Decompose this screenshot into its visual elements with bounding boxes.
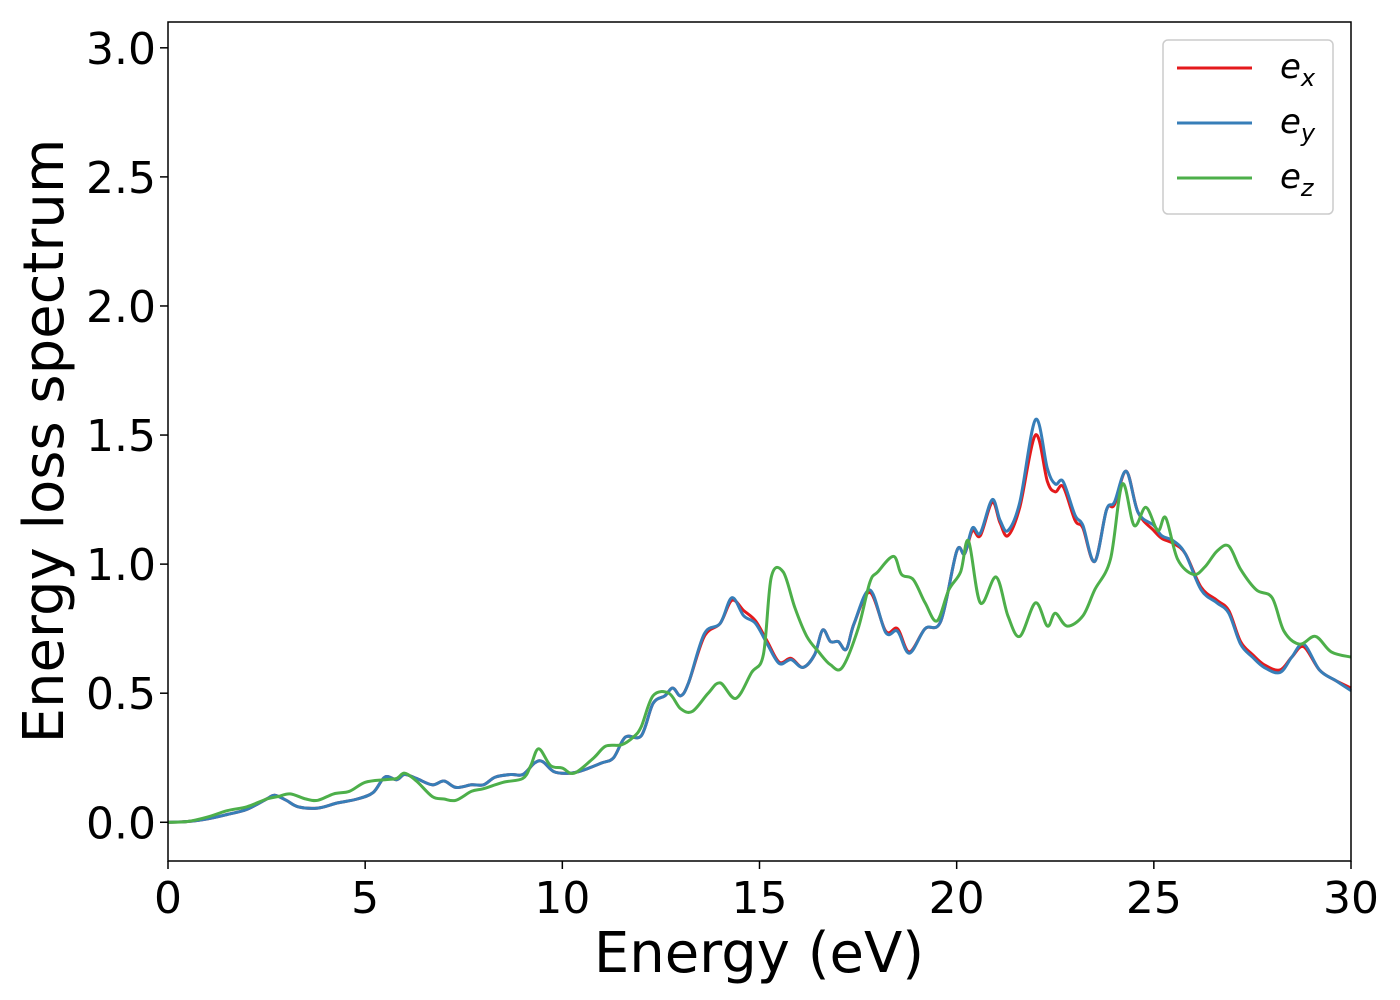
y-tick-label: 1.0: [86, 540, 156, 591]
x-axis-title: Energy (eV): [594, 921, 924, 986]
x-tick-label: 25: [1126, 873, 1182, 924]
x-axis: 0 5 10 15 20 25 30: [154, 861, 1379, 924]
y-tick-label: 3.0: [86, 24, 156, 75]
y-tick-label: 2.0: [86, 282, 156, 333]
x-tick-label: 15: [732, 873, 788, 924]
legend-frame: [1162, 39, 1334, 215]
x-tick-label: 20: [929, 873, 985, 924]
y-tick-label: 1.5: [86, 411, 156, 462]
y-axis: 0.0 0.5 1.0 1.5 2.0 2.5 3.0: [86, 24, 168, 849]
y-tick-label: 0.0: [86, 798, 156, 849]
x-tick-label: 10: [534, 873, 590, 924]
legend-label-x: ex: [1280, 47, 1316, 92]
legend: ex ey ez: [1162, 39, 1334, 215]
legend-label-z: ez: [1280, 157, 1315, 202]
legend-label-y: ey: [1280, 102, 1316, 147]
x-tick-label: 30: [1323, 873, 1379, 924]
y-tick-label: 2.5: [86, 153, 156, 204]
y-tick-label: 0.5: [86, 669, 156, 720]
series-layer: [167, 418, 1352, 824]
x-tick-label: 5: [351, 873, 379, 924]
y-axis-title: Energy loss spectrum: [12, 139, 77, 744]
series-line-e-z: [167, 482, 1352, 824]
x-tick-label: 0: [154, 873, 182, 924]
